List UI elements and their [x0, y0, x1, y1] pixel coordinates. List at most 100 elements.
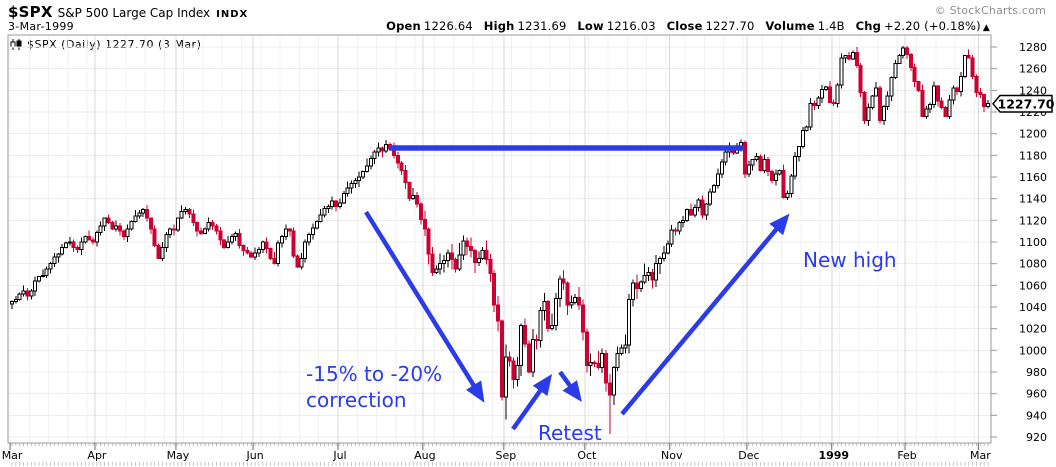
month-label: 1999 [818, 449, 849, 462]
candle-body [291, 230, 296, 257]
candle-body [681, 219, 686, 223]
candle-body [472, 250, 477, 264]
candle-body [25, 290, 30, 297]
candle-body [523, 324, 528, 345]
y-tick-label: 1020 [1019, 323, 1047, 336]
candle-body [885, 95, 890, 108]
chart-title: $SPX S&P 500 Large Cap Index INDX [8, 2, 248, 21]
candle-body [546, 301, 551, 330]
candle-body [723, 151, 728, 163]
y-tick-label: 1120 [1019, 214, 1047, 227]
candle-body [804, 126, 809, 131]
candle-body [310, 227, 315, 235]
candle-body [264, 241, 269, 249]
candle-body [970, 57, 975, 77]
candle-body [820, 88, 825, 99]
candle-body [654, 263, 659, 281]
candle-body [330, 200, 335, 207]
candle-body [530, 339, 535, 373]
candle-body [924, 108, 929, 117]
y-tick-label: 960 [1026, 388, 1047, 401]
candle-body [800, 129, 805, 148]
candle-body [538, 309, 543, 342]
candle-body [191, 213, 196, 223]
candle-body [773, 173, 778, 181]
open-value: 1226.64 [423, 19, 473, 33]
last-price-value: 1227.70 [998, 97, 1055, 112]
candle-body [550, 324, 555, 330]
candle-body [237, 232, 242, 246]
candle-body [661, 252, 666, 259]
stockcharts-copyright-link[interactable]: © StockCharts.com [934, 4, 1046, 17]
month-label: May [167, 449, 190, 462]
candle-body [634, 282, 639, 290]
month-label: Aug [414, 449, 435, 462]
y-tick-label: 1000 [1019, 344, 1047, 357]
candle-body [982, 94, 987, 108]
candle-body [368, 158, 373, 167]
candle-body [943, 107, 948, 117]
low-value: 1216.03 [606, 19, 656, 33]
retest-up-arrow [511, 374, 553, 431]
low-label: Low [577, 19, 604, 33]
candle-body [469, 245, 474, 252]
candle-body [931, 85, 936, 105]
correction-label-line1: -15% to -20% [306, 362, 442, 386]
candle-body [623, 344, 628, 349]
candle-body [434, 268, 439, 273]
candle-body [688, 209, 693, 216]
month-label: Feb [897, 449, 916, 462]
candle-body [627, 298, 632, 346]
candle-body [515, 365, 520, 381]
candle-body [91, 239, 96, 243]
candle-body [935, 85, 940, 102]
y-tick-label: 1080 [1019, 258, 1047, 271]
candle-body [457, 254, 462, 270]
candle-body [106, 217, 111, 224]
candle-body [222, 239, 227, 248]
candle-body [453, 258, 458, 270]
candle-body [295, 255, 300, 268]
candle-body [75, 246, 80, 251]
last-price-label: 1227.70 [992, 94, 1055, 113]
candle-body [229, 236, 234, 243]
candle-body [897, 55, 902, 64]
candle-body [492, 272, 497, 306]
candle-body [195, 222, 200, 232]
high-value: 1231.69 [517, 19, 567, 33]
candle-body [901, 47, 906, 57]
y-tick-label: 1200 [1019, 128, 1047, 141]
chart-legend: $SPX (Daily) 1227.70 (3 Mar) [10, 38, 201, 51]
candle-body [600, 353, 605, 369]
candle-body [461, 240, 466, 256]
candle-body [920, 89, 925, 117]
candle-body [141, 209, 146, 214]
y-tick-label: 1060 [1019, 279, 1047, 292]
candle-body [399, 162, 404, 172]
candle-body [607, 382, 612, 396]
candle-body [168, 228, 173, 235]
candle-body [916, 81, 921, 91]
y-tick-label: 1160 [1019, 171, 1047, 184]
candle-body [746, 164, 751, 175]
ticker-symbol: $SPX [8, 3, 53, 21]
candle-body [650, 271, 655, 281]
candle-body [808, 102, 813, 128]
candle-body [789, 175, 794, 194]
candle-body [870, 95, 875, 109]
candle-body [796, 146, 801, 157]
candle-body [742, 141, 747, 175]
candle-body [951, 87, 956, 101]
candle-body [889, 76, 894, 97]
month-label: Dec [738, 449, 759, 462]
high-label: High [483, 19, 515, 33]
candle-body [893, 62, 898, 78]
candle-body [704, 203, 709, 216]
candle-body [364, 165, 369, 173]
volume-label: Volume [765, 19, 815, 33]
candle-body [276, 242, 281, 265]
candle-body [415, 194, 420, 205]
candle-body [226, 241, 231, 248]
candle-body [241, 244, 246, 252]
